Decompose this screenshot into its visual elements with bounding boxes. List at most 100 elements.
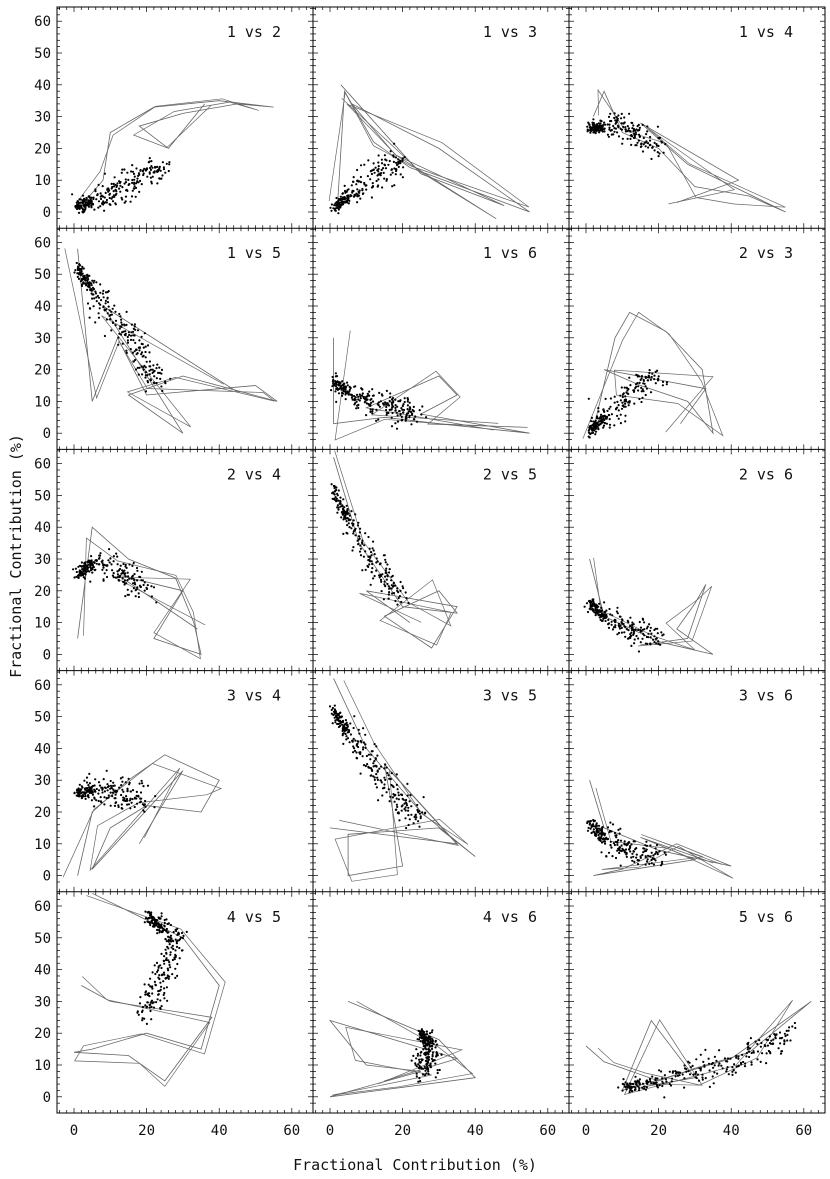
scatter-point — [91, 784, 94, 788]
scatter-point — [387, 788, 390, 791]
scatter-point — [403, 397, 406, 400]
scatter-point — [635, 853, 638, 856]
scatter-point — [357, 745, 360, 749]
scatter-point — [400, 415, 403, 418]
scatter-point — [90, 799, 93, 802]
scatter-point — [378, 576, 381, 579]
scatter-point — [410, 805, 413, 808]
scatter-point — [377, 167, 380, 170]
trajectory-line — [328, 91, 530, 219]
scatter-point — [598, 131, 601, 134]
scatter-point — [417, 1029, 420, 1032]
scatter-point — [589, 827, 592, 830]
scatter-point — [157, 928, 161, 932]
scatter-point — [134, 341, 137, 344]
scatter-point — [371, 394, 374, 397]
scatter-point — [81, 208, 84, 211]
scatter-point — [381, 573, 384, 576]
scatter-point — [335, 201, 338, 204]
scatter-point — [624, 1086, 627, 1089]
scatter-point — [90, 563, 93, 566]
scatter-point — [649, 844, 652, 847]
scatter-point — [625, 400, 628, 403]
scatter-point — [160, 368, 164, 371]
scatter-point — [102, 305, 105, 308]
panel-title: 1 vs 6 — [483, 244, 537, 262]
scatter-point — [380, 162, 384, 165]
scatter-point — [88, 786, 91, 789]
scatter-point — [137, 795, 140, 798]
scatter-point — [118, 312, 121, 316]
scatter-point — [405, 801, 408, 804]
scatter-point — [358, 399, 361, 402]
scatter-point — [633, 389, 636, 392]
scatter-point — [341, 505, 344, 508]
scatter-point — [643, 621, 646, 624]
scatter-point — [104, 191, 107, 194]
scatter-point — [390, 584, 393, 587]
scatter-point — [400, 600, 403, 604]
scatter-point — [608, 407, 611, 410]
scatter-point — [737, 1055, 740, 1058]
scatter-point — [149, 977, 152, 980]
scatter-point — [132, 339, 135, 342]
scatter-point — [368, 403, 371, 406]
scatter-point — [130, 577, 133, 580]
scatter-point — [169, 936, 172, 939]
scatter-point — [143, 803, 146, 806]
scatter-point — [611, 628, 615, 631]
scatter-point — [124, 334, 127, 337]
scatter-point — [595, 824, 599, 828]
scatter-point — [121, 776, 124, 779]
scatter-point — [632, 850, 635, 853]
scatter-point — [405, 416, 408, 419]
scatter-point — [587, 429, 590, 432]
scatter-point — [631, 121, 634, 125]
scatter-point — [689, 1066, 692, 1069]
scatter-point — [635, 373, 638, 376]
scatter-point — [135, 790, 138, 794]
scatter-point — [643, 628, 646, 631]
scatter-point — [362, 192, 365, 195]
scatter-point — [105, 769, 108, 772]
scatter-point — [373, 574, 376, 578]
scatter-point — [646, 625, 649, 628]
scatter-point — [646, 142, 650, 145]
scatter-point — [681, 1073, 684, 1076]
scatter-point — [396, 414, 399, 417]
scatter-point — [155, 924, 158, 927]
scatter-point — [126, 571, 129, 574]
scatter-point — [384, 585, 387, 588]
scatter-point — [165, 940, 168, 943]
scatter-point — [371, 408, 374, 411]
scatter-point — [144, 917, 148, 920]
scatter-point — [406, 397, 409, 400]
scatter-point — [619, 864, 622, 867]
scatter-point — [406, 400, 409, 403]
scatter-point — [331, 380, 334, 383]
y-tick-label: 50 — [34, 931, 51, 947]
scatter-point — [164, 977, 167, 980]
scatter-point — [142, 172, 145, 175]
scatter-point — [174, 967, 177, 970]
scatter-point — [425, 1033, 429, 1036]
scatter-point — [397, 596, 400, 600]
scatter-point — [118, 187, 121, 190]
scatter-point — [164, 171, 167, 174]
scatter-point — [614, 856, 618, 860]
scatter-point — [657, 144, 660, 147]
scatter-point — [348, 390, 351, 393]
scatter-point — [424, 1059, 427, 1062]
scatter-point — [88, 782, 91, 785]
scatter-point — [165, 986, 168, 989]
scatter-point — [609, 840, 612, 843]
scatter-point — [164, 958, 167, 962]
scatter-point — [794, 1026, 797, 1030]
scatter-point — [134, 328, 137, 331]
scatter-point — [345, 531, 348, 535]
scatter-point — [341, 507, 345, 510]
scatter-point — [650, 862, 653, 865]
scatter-point — [357, 395, 360, 398]
scatter-point — [393, 184, 396, 187]
scatter-point — [639, 641, 642, 644]
